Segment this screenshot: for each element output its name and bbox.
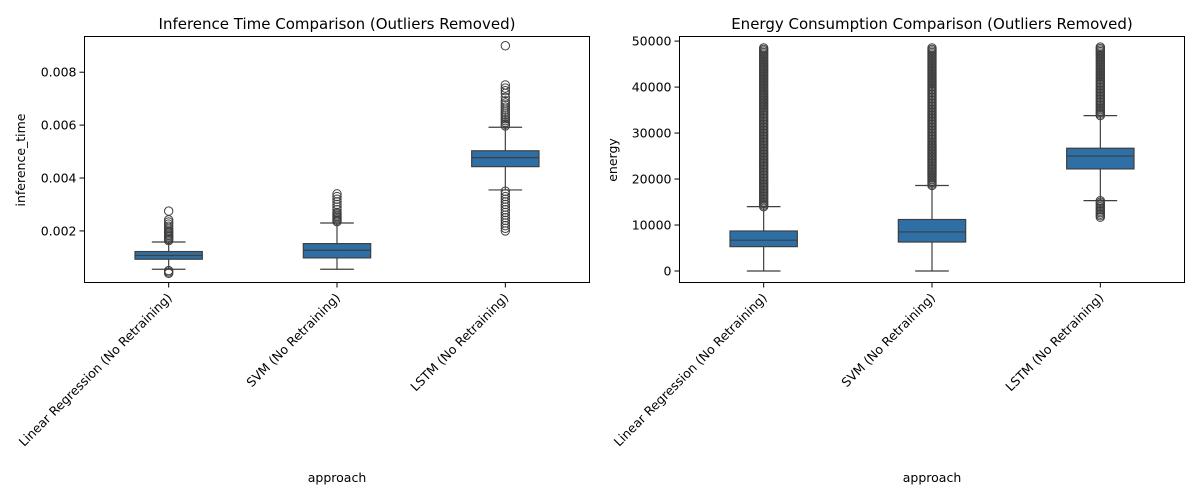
x-tick-label: Linear Regression (No Retraining) — [611, 290, 770, 449]
outlier-point — [332, 191, 342, 202]
outlier-point — [332, 194, 342, 204]
outlier-point — [500, 189, 511, 199]
y-tick-label: 10000 — [632, 218, 672, 233]
y-tick-label: 50000 — [632, 34, 672, 49]
outlier-point — [500, 98, 511, 108]
outlier-point — [163, 217, 174, 227]
outlier-point — [163, 265, 174, 276]
y-tick-label: 0.006 — [41, 118, 77, 133]
y-axis-label: energy — [605, 138, 620, 182]
x-tick-label: SVM (No Retraining) — [838, 290, 938, 390]
x-axis-label: approach — [903, 470, 962, 485]
y-tick-label: 40000 — [632, 80, 672, 95]
outlier-point — [332, 189, 342, 199]
y-tick-label: 30000 — [632, 126, 672, 141]
outlier-point — [500, 41, 511, 51]
x-tick-label: Linear Regression (No Retraining) — [16, 290, 175, 449]
chart-title: Energy Consumption Comparison (Outliers … — [731, 15, 1133, 33]
y-tick-label: 0.002 — [41, 223, 77, 238]
chart-title: Inference Time Comparison (Outliers Remo… — [159, 15, 516, 33]
outlier-point — [1095, 42, 1106, 52]
iqr-box — [897, 218, 967, 243]
box-3 — [471, 41, 540, 236]
outlier-point — [500, 102, 511, 112]
y-tick-label: 0.004 — [41, 171, 77, 186]
box-2 — [897, 43, 967, 272]
axes-frame — [679, 36, 1185, 283]
outlier-point — [758, 43, 769, 53]
box-1 — [134, 206, 203, 278]
x-tick-label: LSTM (No Retraining) — [1002, 290, 1106, 394]
y-tick-label: 0 — [664, 264, 672, 279]
x-axis-label: approach — [308, 470, 367, 485]
y-tick-label: 0.008 — [41, 65, 77, 80]
inference-time-panel: Inference Time Comparison (Outliers Remo… — [13, 15, 590, 485]
outlier-point — [500, 92, 511, 103]
outlier-point — [163, 221, 174, 231]
outlier-point — [500, 186, 511, 196]
x-tick-label: SVM (No Retraining) — [243, 290, 343, 390]
outlier-point — [1095, 195, 1106, 206]
outlier-point — [163, 219, 174, 229]
outlier-point — [163, 206, 174, 216]
outlier-point — [500, 96, 511, 106]
plot-area: 0 10000 20000 30000 40000 50000 Linear Regress… — [611, 34, 1135, 449]
outlier-point — [500, 191, 511, 202]
outlier-point — [500, 83, 511, 93]
axes-frame — [84, 36, 590, 283]
energy-panel: Energy Consumption Comparison (Outliers … — [605, 15, 1185, 485]
iqr-box — [729, 230, 798, 248]
iqr-box — [471, 150, 540, 168]
outlier-point — [500, 100, 511, 110]
plot-area: 0.002 0.004 0.006 0.008 Linear Regression (N… — [16, 41, 540, 449]
y-axis-label: inference_time — [13, 113, 28, 206]
y-tick-label: 20000 — [632, 172, 672, 187]
iqr-box — [1066, 147, 1135, 170]
x-tick-label: LSTM (No Retraining) — [407, 290, 511, 394]
outlier-point — [500, 86, 511, 96]
box-1 — [729, 43, 798, 272]
outlier-point — [927, 43, 937, 53]
box-3 — [1066, 42, 1135, 222]
box-2 — [302, 189, 372, 270]
outlier-point — [500, 80, 511, 90]
